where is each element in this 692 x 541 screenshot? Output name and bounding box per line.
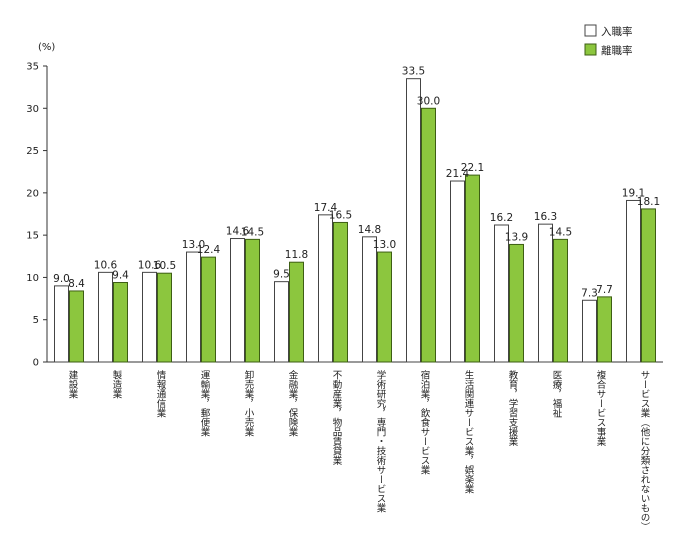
value-label-entry-rate: 17.4 xyxy=(314,202,338,214)
value-label-entry-rate: 33.5 xyxy=(402,66,425,78)
value-label-entry-rate: 14.6 xyxy=(226,226,250,238)
bar-separation-rate xyxy=(421,107,436,363)
value-label-separation-rate: 11.8 xyxy=(285,249,308,261)
value-label-separation-rate: 14.5 xyxy=(549,226,572,238)
value-label-separation-rate: 30.0 xyxy=(417,95,440,107)
category-label: 運輸業，郵便業 xyxy=(199,370,211,437)
bar-entry-rate xyxy=(230,238,245,363)
value-label-entry-rate: 13.0 xyxy=(182,239,205,251)
value-label-separation-rate: 9.4 xyxy=(112,270,129,282)
legend-label-entry-rate: 入職率 xyxy=(601,25,633,38)
category-label: サービス業（他に分類されないもの） xyxy=(639,370,651,532)
value-label-separation-rate: 16.5 xyxy=(329,209,352,221)
y-tick-label: 30 xyxy=(26,104,39,115)
bar-separation-rate xyxy=(157,272,172,363)
value-label-entry-rate: 16.2 xyxy=(490,212,513,224)
y-axis-ticks: 0 5 10 15 20 25 30 35 xyxy=(26,62,47,369)
category-label: 情報通信業 xyxy=(155,369,167,418)
value-label-separation-rate: 7.7 xyxy=(596,284,613,296)
value-label-entry-rate: 7.3 xyxy=(581,287,598,299)
bar-separation-rate xyxy=(69,290,84,363)
bar-entry-rate xyxy=(362,236,377,363)
category-label: 教育，学習支援業 xyxy=(507,369,519,447)
value-label-entry-rate: 10.6 xyxy=(138,259,162,271)
category-label: 医療，福祉 xyxy=(551,370,563,418)
category-label: 複合サービス事業 xyxy=(595,369,607,447)
bar-entry-rate xyxy=(494,224,509,363)
bars-group xyxy=(54,78,656,363)
category-label: 生活関連サービス業，娯楽業 xyxy=(463,369,475,494)
bar-separation-rate xyxy=(377,251,392,363)
bar-entry-rate xyxy=(626,199,641,363)
category-label: 卸売業，小売業 xyxy=(243,369,255,437)
bar-entry-rate xyxy=(406,78,421,363)
y-axis-unit-label: (%) xyxy=(38,42,55,53)
bar-separation-rate xyxy=(113,282,128,363)
bar-entry-rate xyxy=(582,299,597,363)
y-tick-label: 0 xyxy=(33,358,39,369)
y-tick-label: 35 xyxy=(26,62,39,73)
y-tick-label: 15 xyxy=(26,231,39,242)
category-label: 学術研究，専門・技術サービス業 xyxy=(375,369,387,513)
category-label: 製造業 xyxy=(111,369,123,399)
bar-separation-rate xyxy=(597,296,612,363)
value-label-entry-rate: 14.8 xyxy=(358,224,381,236)
y-tick-label: 25 xyxy=(26,146,39,157)
value-label-separation-rate: 8.4 xyxy=(68,278,85,290)
category-label: 建設業 xyxy=(67,369,79,399)
bar-separation-rate xyxy=(333,221,348,363)
value-label-separation-rate: 22.1 xyxy=(461,162,484,174)
bar-separation-rate xyxy=(509,243,524,363)
bar-entry-rate xyxy=(186,251,201,363)
value-label-entry-rate: 16.3 xyxy=(534,211,557,223)
bar-separation-rate xyxy=(289,261,304,363)
bar-entry-rate xyxy=(98,271,113,363)
value-label-entry-rate: 21.4 xyxy=(446,168,470,180)
value-label-separation-rate: 13.0 xyxy=(373,239,396,251)
category-label: 不動産業，物品賃貸業 xyxy=(331,370,343,466)
value-label-separation-rate: 12.4 xyxy=(197,244,221,256)
category-labels-group: 建設業 製造業 情報通信業 運輸業，郵便業 卸売業，小売業 金融業，保険業 不動産業，物品賃… xyxy=(67,369,651,531)
value-label-separation-rate: 14.5 xyxy=(241,226,264,238)
y-tick-label: 5 xyxy=(33,315,39,326)
bar-entry-rate xyxy=(274,281,289,363)
legend-swatch-entry-rate xyxy=(584,24,597,37)
y-tick-label: 10 xyxy=(26,273,39,284)
legend-swatch-separation-rate xyxy=(584,43,597,56)
value-label-entry-rate: 10.6 xyxy=(94,259,118,271)
value-label-separation-rate: 18.1 xyxy=(637,196,660,208)
bar-entry-rate xyxy=(538,223,553,363)
value-label-separation-rate: 10.5 xyxy=(153,260,176,272)
bar-entry-rate xyxy=(450,180,465,363)
category-label: 金融業，保険業 xyxy=(287,369,299,437)
y-tick-label: 20 xyxy=(26,188,39,199)
legend-label-separation-rate: 離職率 xyxy=(601,44,633,57)
value-label-separation-rate: 13.9 xyxy=(505,231,528,243)
category-label: 宿泊業，飲食サービス業 xyxy=(419,369,431,475)
bar-separation-rate xyxy=(245,238,260,363)
value-labels-group: 9.08.410.69.410.610.513.012.414.614.59.5… xyxy=(53,66,660,300)
bar-separation-rate xyxy=(553,238,568,363)
bar-entry-rate xyxy=(142,271,157,363)
value-label-entry-rate: 19.1 xyxy=(622,187,645,199)
bar-separation-rate xyxy=(201,256,216,363)
bar-separation-rate xyxy=(641,208,656,363)
value-label-entry-rate: 9.5 xyxy=(273,269,290,281)
value-label-entry-rate: 9.0 xyxy=(53,273,70,285)
bar-entry-rate xyxy=(54,285,69,363)
bar-separation-rate xyxy=(465,174,480,363)
bar-entry-rate xyxy=(318,214,333,363)
